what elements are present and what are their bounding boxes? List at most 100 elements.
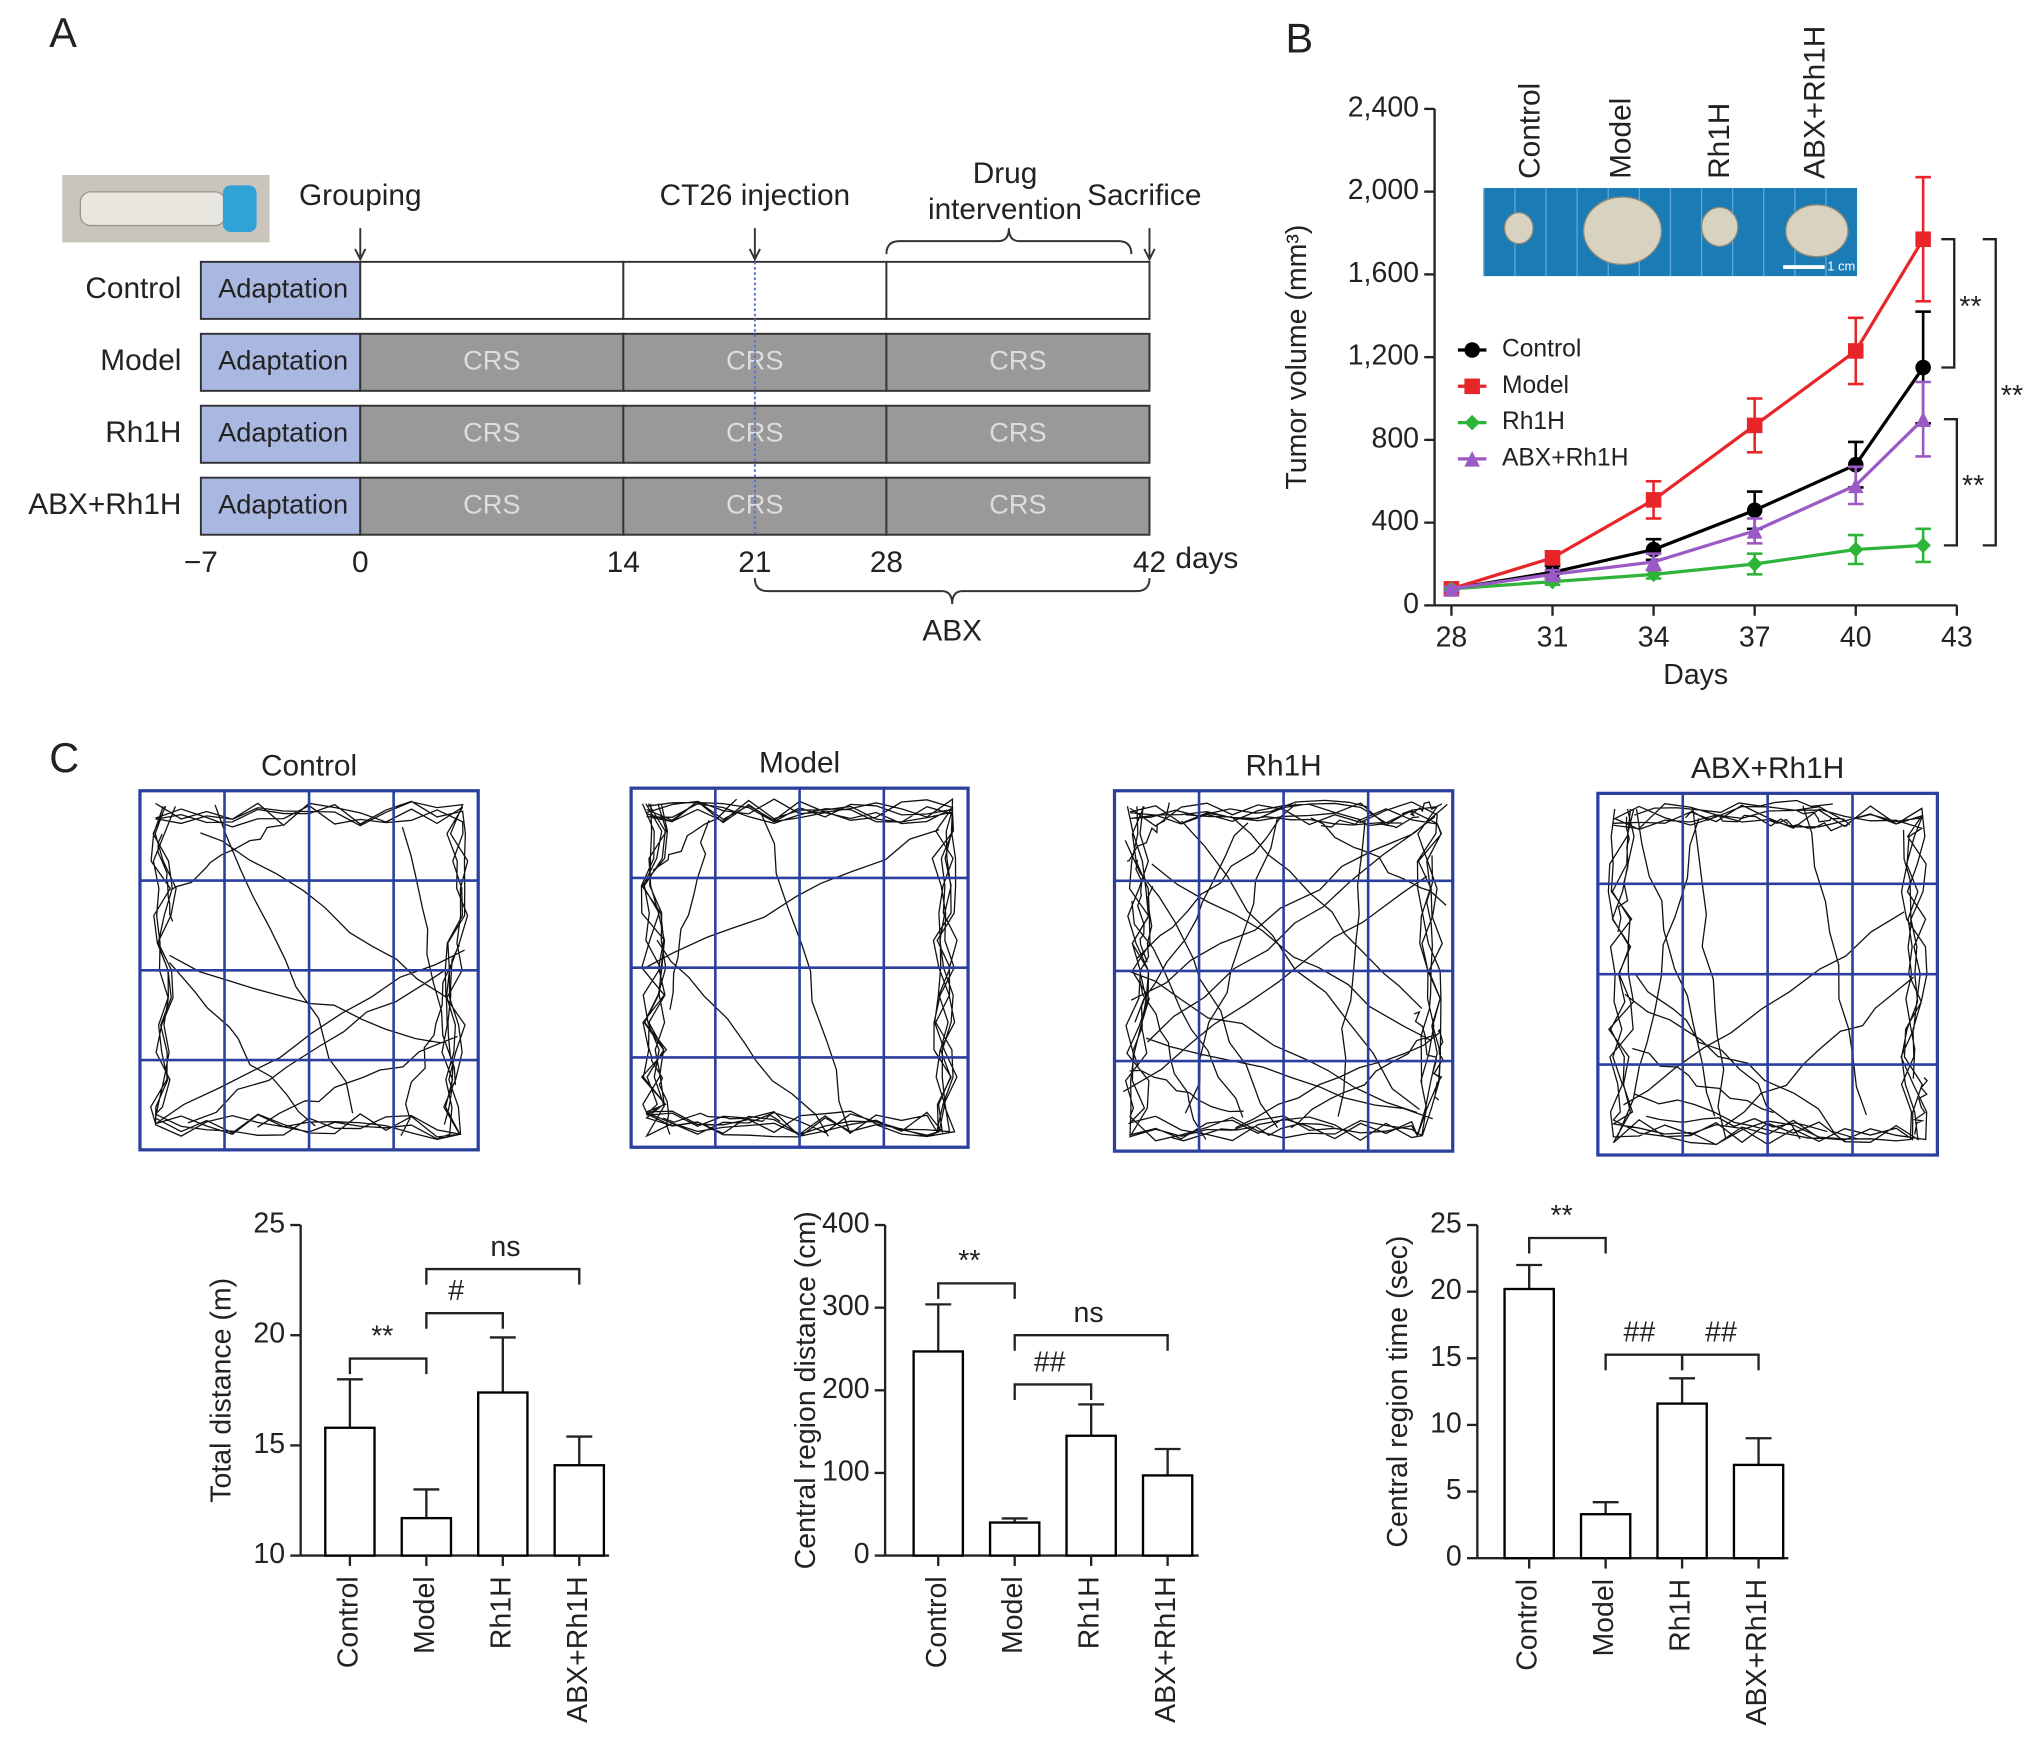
trajectory: [1607, 799, 1929, 1146]
crs-label: CRS: [989, 416, 1046, 447]
arrow-head: [1143, 248, 1156, 262]
x-tick-label: Control: [921, 1576, 953, 1668]
adaptation-block: [199, 332, 362, 392]
bar: [477, 1391, 529, 1557]
series-line: [1451, 366, 1925, 591]
crs-block: [885, 332, 1151, 392]
crs-block: [885, 476, 1151, 536]
group-label: ABX+Rh1H: [28, 488, 181, 521]
y-tick-label: 20: [253, 1318, 285, 1350]
crs-label: CRS: [463, 488, 520, 519]
bar: [1141, 1474, 1194, 1557]
significance-label: **: [1550, 1200, 1572, 1232]
y-tick-label: 100: [822, 1455, 870, 1487]
x-tick-label: 40: [1840, 622, 1872, 654]
marker: [1746, 417, 1763, 434]
y-axis-label: Total distance (m): [205, 1278, 237, 1503]
day-tick-label: 28: [870, 546, 903, 579]
arena-border: [1596, 791, 1940, 1157]
x-tick-label: Rh1H: [1665, 1579, 1697, 1652]
marker: [1915, 359, 1931, 376]
legend-label: Rh1H: [1502, 408, 1565, 435]
x-tick-label: Model: [409, 1576, 441, 1654]
adaptation-block: [199, 260, 362, 320]
x-tick-label: 37: [1739, 622, 1771, 654]
x-tick-label: ABX+Rh1H: [562, 1576, 594, 1723]
arena-title: Control: [261, 749, 357, 782]
bar: [1656, 1402, 1708, 1560]
significance-label: ns: [490, 1231, 520, 1263]
bar: [1065, 1434, 1117, 1557]
crs-label: CRS: [726, 345, 783, 376]
x-tick-label: 34: [1638, 622, 1670, 654]
x-tick-label: 28: [1436, 622, 1468, 654]
tumor-sample: [1582, 196, 1663, 266]
significance-label: ##: [1705, 1316, 1737, 1348]
significance-label: **: [1959, 291, 1981, 323]
trajectory: [640, 797, 958, 1138]
day-tick-label: 0: [352, 546, 369, 579]
adaptation-block: [199, 404, 362, 464]
series-line: [1450, 238, 1925, 591]
significance-label: **: [1962, 470, 1984, 502]
x-tick-label: 31: [1537, 622, 1569, 654]
legend-label: ABX+Rh1H: [1502, 444, 1629, 471]
inset-label: Model: [1604, 98, 1637, 179]
bar: [1579, 1513, 1632, 1560]
significance-bracket: [1604, 1353, 1684, 1371]
significance-bracket: [348, 1357, 428, 1375]
marker: [1464, 451, 1480, 467]
y-tick-label: 20: [1430, 1274, 1462, 1306]
significance-label: ##: [1623, 1316, 1655, 1348]
legend-label: Control: [1502, 336, 1581, 363]
arena-border: [1112, 789, 1455, 1153]
y-tick-label: 400: [822, 1208, 870, 1240]
bar: [912, 1350, 965, 1557]
tumor-sample: [1700, 206, 1739, 247]
arrow-head: [748, 248, 761, 262]
adaptation-label: Adaptation: [218, 416, 348, 447]
significance-label: **: [2001, 380, 2023, 412]
x-tick-label: 43: [1941, 622, 1973, 654]
marker: [1464, 414, 1480, 431]
bar: [1732, 1463, 1785, 1560]
marker: [1464, 342, 1480, 358]
marker: [1645, 492, 1662, 508]
x-axis-label: Days: [1663, 659, 1728, 691]
bar: [1503, 1287, 1555, 1560]
crs-block: [359, 476, 625, 536]
significance-label: #: [448, 1275, 464, 1307]
significance-bracket: [1528, 1236, 1607, 1254]
day-tick-label: 14: [607, 546, 640, 579]
significance-label: ns: [1074, 1297, 1104, 1329]
marker: [1746, 523, 1763, 539]
marker: [1847, 541, 1864, 558]
inset-label: Rh1H: [1703, 103, 1736, 179]
abx-label: ABX: [922, 614, 982, 647]
significance-bracket: [937, 1282, 1016, 1299]
panel-label: A: [49, 9, 77, 56]
significance-bracket: [1943, 418, 1959, 547]
y-tick-label: 2,000: [1348, 174, 1419, 206]
crs-block: [359, 404, 625, 464]
group-label: Model: [100, 344, 181, 377]
x-tick-label: Rh1H: [1074, 1576, 1106, 1649]
series-line: [1451, 543, 1924, 591]
drug-brace: [885, 228, 1133, 255]
y-tick-label: 0: [1403, 588, 1419, 620]
significance-label: **: [958, 1245, 980, 1277]
y-tick-label: 15: [1430, 1341, 1462, 1373]
day-unit: days: [1175, 542, 1238, 575]
tumor-sample: [1785, 204, 1849, 258]
significance-bracket: [1941, 238, 1956, 369]
arena-title: ABX+Rh1H: [1691, 752, 1844, 785]
significance-label: **: [371, 1320, 393, 1352]
y-axis-label: Central region distance (cm): [790, 1211, 822, 1569]
crs-label: CRS: [726, 488, 783, 519]
event-label: Grouping: [299, 179, 422, 212]
marker: [1746, 502, 1763, 519]
group-label: Rh1H: [105, 416, 181, 449]
adaptation-label: Adaptation: [218, 273, 348, 304]
adaptation-label: Adaptation: [218, 488, 348, 519]
